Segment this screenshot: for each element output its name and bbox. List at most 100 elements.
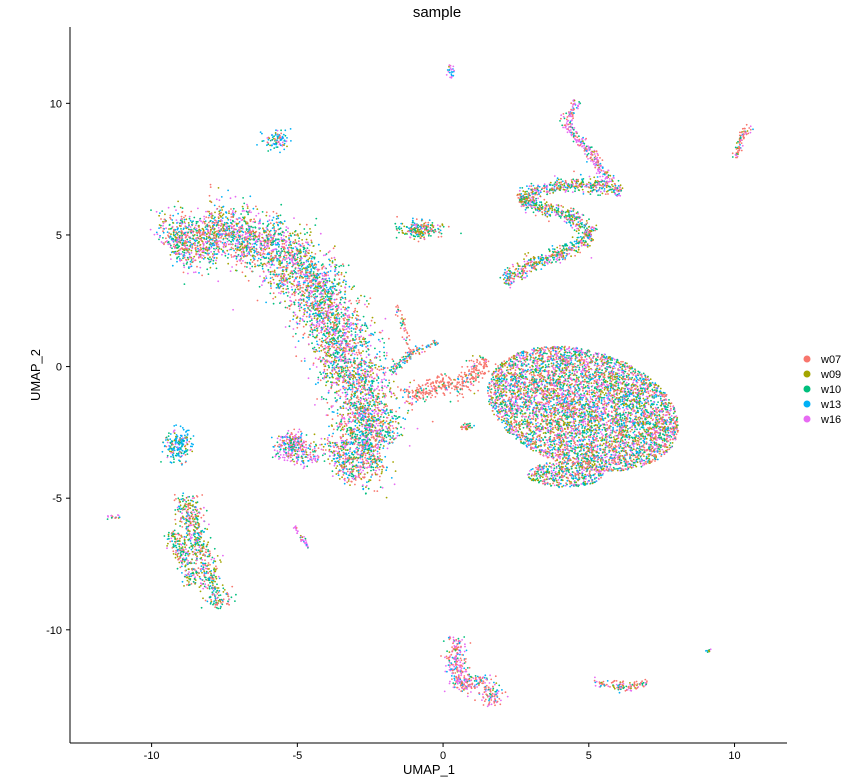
data-point xyxy=(174,518,177,521)
data-point xyxy=(310,241,313,244)
data-point xyxy=(221,217,224,220)
data-point xyxy=(581,145,584,148)
data-point xyxy=(192,553,195,556)
data-point xyxy=(298,307,301,310)
data-point xyxy=(320,349,323,352)
data-point xyxy=(328,250,331,253)
data-point xyxy=(322,293,324,295)
data-point xyxy=(605,392,607,395)
data-point xyxy=(558,432,561,435)
data-point xyxy=(488,403,491,406)
data-point xyxy=(621,369,624,372)
data-point xyxy=(276,133,279,136)
data-point xyxy=(266,141,269,144)
data-point xyxy=(504,691,507,694)
data-point xyxy=(571,437,573,440)
data-point xyxy=(287,248,290,251)
data-point xyxy=(244,265,246,268)
data-point xyxy=(211,256,214,258)
data-point xyxy=(518,189,521,192)
data-point xyxy=(328,408,331,410)
data-point xyxy=(259,275,261,278)
data-point xyxy=(366,345,369,347)
data-point xyxy=(529,366,531,369)
data-point xyxy=(162,220,164,223)
chart-title: sample xyxy=(413,4,461,21)
data-point xyxy=(660,455,663,457)
data-point xyxy=(194,271,197,273)
data-point xyxy=(362,315,365,318)
data-point xyxy=(356,400,358,403)
data-point xyxy=(289,127,292,130)
data-point xyxy=(603,398,605,401)
data-point xyxy=(614,424,617,427)
data-point xyxy=(158,227,161,230)
data-point xyxy=(259,131,262,134)
data-point xyxy=(192,524,195,526)
data-point xyxy=(265,301,267,304)
data-point xyxy=(227,595,230,597)
data-point xyxy=(447,381,450,383)
data-point xyxy=(627,685,630,688)
data-point xyxy=(570,434,573,437)
data-point xyxy=(609,174,612,177)
data-point xyxy=(509,286,512,289)
data-point xyxy=(218,205,221,208)
data-point xyxy=(378,432,381,434)
data-point xyxy=(322,339,325,342)
data-point xyxy=(616,468,618,470)
data-point xyxy=(472,360,475,363)
data-point xyxy=(379,475,381,478)
data-point xyxy=(354,334,357,336)
data-point xyxy=(327,288,330,291)
data-point xyxy=(278,221,280,224)
data-point xyxy=(565,431,567,433)
data-point xyxy=(647,403,650,406)
data-point xyxy=(310,239,313,242)
data-point xyxy=(312,335,314,338)
data-point xyxy=(357,349,360,351)
data-point xyxy=(309,228,311,230)
data-point xyxy=(459,661,462,664)
data-point xyxy=(208,550,211,553)
data-point xyxy=(613,177,615,179)
data-point xyxy=(461,378,464,381)
data-point xyxy=(468,388,471,391)
data-point xyxy=(328,352,330,355)
data-point xyxy=(287,273,290,276)
data-point xyxy=(591,393,593,396)
data-point xyxy=(594,155,597,158)
data-point xyxy=(255,244,258,246)
data-point xyxy=(634,428,636,431)
data-point xyxy=(357,471,360,474)
data-point xyxy=(228,248,231,251)
data-point xyxy=(318,347,321,349)
data-point xyxy=(313,445,316,448)
data-point xyxy=(305,446,308,449)
data-point xyxy=(268,219,271,222)
data-point xyxy=(641,680,643,683)
data-point xyxy=(646,461,649,463)
data-point xyxy=(572,117,574,120)
data-point xyxy=(294,299,297,301)
data-point xyxy=(329,270,332,272)
data-point xyxy=(487,360,490,363)
data-point xyxy=(484,674,487,677)
data-point xyxy=(398,231,400,234)
data-point xyxy=(365,350,368,353)
data-point xyxy=(502,388,505,390)
data-point xyxy=(404,323,406,326)
data-point xyxy=(228,229,231,232)
data-point xyxy=(318,338,321,341)
data-point xyxy=(552,482,554,485)
data-point xyxy=(605,186,608,189)
data-point xyxy=(309,234,311,237)
data-point xyxy=(182,262,185,265)
data-point xyxy=(407,409,410,412)
data-point xyxy=(385,395,387,397)
data-point xyxy=(561,258,564,261)
data-point xyxy=(355,402,358,405)
data-point xyxy=(197,253,199,256)
data-point xyxy=(582,460,585,463)
data-point xyxy=(275,212,278,215)
